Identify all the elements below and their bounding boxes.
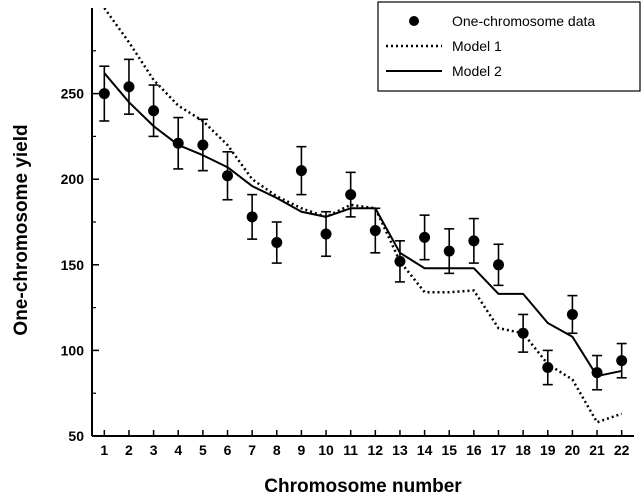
data-point (222, 170, 233, 182)
x-tick-label: 5 (199, 442, 207, 458)
x-tick-label: 8 (273, 442, 281, 458)
legend-box (377, 1, 641, 92)
legend-label: Model 1 (452, 38, 502, 54)
y-tick-label: 100 (61, 342, 85, 358)
x-tick-label: 17 (491, 442, 507, 458)
data-point (295, 165, 307, 177)
x-tick-label: 18 (515, 442, 531, 458)
data-point (468, 235, 480, 247)
x-tick-label: 21 (589, 442, 605, 458)
y-tick-label: 50 (68, 428, 84, 444)
x-tick-label: 9 (298, 442, 306, 458)
x-tick-label: 7 (248, 442, 256, 458)
x-tick-label: 11 (343, 442, 358, 458)
model-1-line (103, 8, 623, 424)
data-point (616, 355, 628, 367)
x-tick-label: 13 (392, 442, 408, 458)
y-axis-title: One-chromosome yield (11, 124, 32, 335)
model-2-line (103, 72, 622, 378)
x-tick-label: 22 (614, 442, 630, 458)
data-point (369, 225, 381, 237)
data-point (542, 362, 554, 374)
data-point (443, 245, 455, 257)
data-point (246, 211, 258, 223)
data-point (320, 228, 332, 240)
y-tick-label: 150 (61, 257, 85, 273)
data-point (98, 88, 110, 100)
legend-label: Model 2 (452, 63, 502, 79)
data-point (197, 139, 209, 151)
data-point (345, 189, 357, 201)
data-point (172, 137, 184, 149)
x-tick-label: 3 (150, 442, 158, 458)
series-layer (98, 8, 628, 424)
x-tick-label: 20 (565, 442, 581, 458)
axes-layer: 1 2 3 4 5 6 7 8 9 10 11 12 13 14 15 16 17 18 19 20 21 2250100… (61, 8, 634, 458)
x-tick-label: 2 (125, 442, 133, 458)
data-point (419, 231, 431, 243)
x-tick-label: 12 (368, 442, 384, 458)
data-point (148, 105, 160, 117)
data-point (394, 255, 406, 267)
y-tick-label: 250 (61, 86, 85, 102)
x-axis-title: Chromosome number (264, 476, 462, 497)
data-point (493, 259, 504, 271)
x-tick-label: 6 (224, 442, 232, 458)
x-tick-label: 19 (540, 442, 556, 458)
data-point (591, 367, 603, 379)
x-tick-label: 1 (100, 442, 108, 458)
x-tick-label: 16 (466, 442, 482, 458)
data-point (517, 327, 529, 339)
x-tick-label: 15 (441, 442, 457, 458)
legend-label: One-chromosome data (452, 13, 595, 29)
data-point (566, 308, 578, 320)
data-point (123, 81, 135, 93)
x-tick-label: 10 (318, 442, 334, 458)
x-tick-label: 14 (417, 442, 433, 458)
y-tick-label: 200 (61, 171, 85, 187)
x-tick-label: 4 (174, 442, 182, 458)
data-point (271, 237, 283, 249)
legend-marker-data (409, 16, 419, 26)
legend: One-chromosome data Model 1 Model 2 (377, 1, 641, 92)
